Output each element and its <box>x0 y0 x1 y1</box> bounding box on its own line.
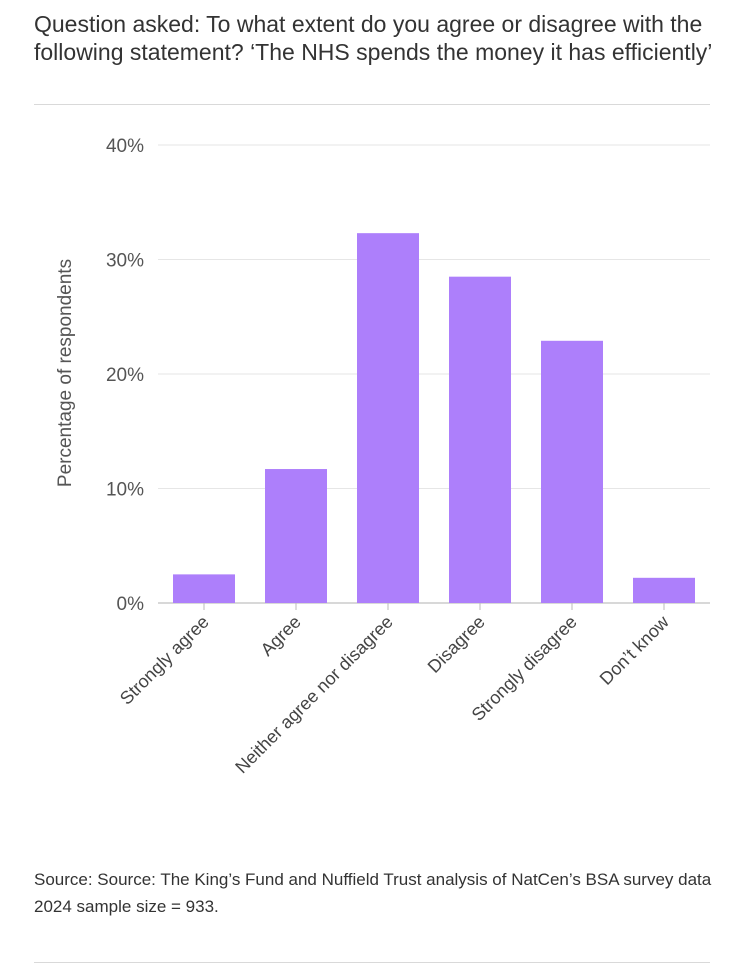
gridlines <box>158 144 710 604</box>
y-axis-title: Percentage of respondents <box>55 259 76 487</box>
bar <box>265 469 327 603</box>
sample-size-text: 2024 sample size = 933. <box>34 897 219 916</box>
y-tick-label: 20% <box>106 365 144 386</box>
footer-divider <box>34 962 710 963</box>
x-tick-marks <box>203 603 665 610</box>
y-tick-label: 40% <box>106 136 144 157</box>
category-label: Don’t know <box>596 611 674 689</box>
y-tick-label: 0% <box>117 594 145 615</box>
bar <box>173 574 235 603</box>
bar <box>449 276 511 603</box>
y-tick-labels: 0% 10% 20% 30% 40% <box>106 136 144 615</box>
bar <box>633 577 695 603</box>
bar <box>541 340 603 603</box>
bar <box>357 233 419 603</box>
category-label: Strongly agree <box>116 612 213 709</box>
source-text: Source: Source: The King’s Fund and Nuff… <box>34 870 712 889</box>
title-divider <box>34 104 710 105</box>
bars <box>173 233 695 603</box>
bar-chart: 0% 10% 20% 30% 40% Strongly agree AgreeNeithe… <box>55 136 710 777</box>
category-label: Neither agree nor disagree <box>231 612 397 778</box>
y-tick-label: 30% <box>106 251 144 272</box>
chart-title: Question asked: To what extent do you ag… <box>34 11 713 65</box>
category-label: Agree <box>257 612 305 660</box>
source-note: Source: Source: The King’s Fund and Nuff… <box>34 866 744 920</box>
y-tick-label: 10% <box>106 480 144 501</box>
category-label: Disagree <box>424 612 489 677</box>
